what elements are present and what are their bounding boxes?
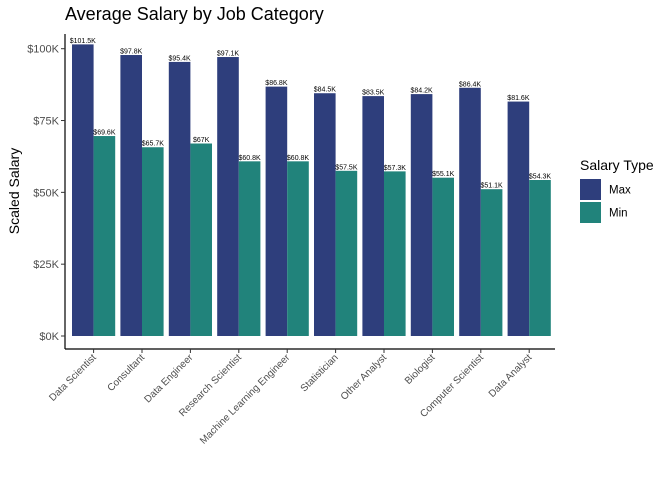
- bar-max-9: [459, 87, 481, 336]
- data-label-max-7: $83.5K: [362, 90, 385, 97]
- data-label-min-2: $65.7K: [142, 141, 165, 148]
- legend-label-max: Max: [609, 185, 631, 197]
- bar-max-2: [120, 55, 142, 336]
- y-tick-label: $50K: [33, 187, 59, 199]
- data-label-max-9: $86.4K: [459, 81, 482, 88]
- data-label-min-1: $69.6K: [93, 130, 116, 137]
- data-label-max-6: $84.5K: [314, 87, 337, 94]
- data-label-min-6: $57.5K: [335, 164, 358, 171]
- bar-min-4: [238, 161, 261, 336]
- data-label-min-10: $54.3K: [529, 173, 552, 180]
- legend-swatch-min: [580, 202, 601, 223]
- data-labels-layer: $101.5K $69.6K $97.8K $65.7K $95.4K $67K $97.1…: [70, 38, 552, 190]
- data-label-max-2: $97.8K: [120, 49, 143, 56]
- bar-min-5: [287, 161, 309, 336]
- legend-label-min: Min: [609, 208, 628, 220]
- x-tick-label: Biologist: [403, 352, 438, 387]
- data-label-max-5: $86.8K: [265, 80, 288, 87]
- data-label-max-1: $101.5K: [70, 38, 96, 45]
- data-label-min-7: $57.3K: [384, 165, 407, 172]
- x-tick-label: Data Analyst: [487, 352, 535, 400]
- bar-min-6: [335, 170, 358, 336]
- bar-max-6: [314, 93, 336, 336]
- bar-min-9: [480, 189, 503, 336]
- chart-title: Average Salary by Job Category: [65, 4, 324, 24]
- bars-layer: [72, 44, 551, 337]
- x-tick-label: Data Scientist: [47, 352, 99, 404]
- data-label-max-10: $81.6K: [507, 95, 530, 102]
- bar-max-8: [410, 94, 433, 336]
- y-tick-label: $100K: [27, 44, 59, 56]
- data-label-min-3: $67K: [193, 137, 210, 144]
- x-tick-label: Data Engineer: [143, 352, 196, 405]
- bar-max-3: [168, 61, 191, 336]
- bar-max-7: [362, 96, 384, 337]
- x-tick-label: Machine Learning Engineer: [198, 352, 293, 447]
- legend: Salary Type Max Min: [580, 157, 654, 223]
- bar-min-7: [384, 171, 406, 336]
- y-axis-title: Scaled Salary: [6, 148, 22, 234]
- x-tick-label: Other Analyst: [339, 352, 389, 402]
- y-tick-label: $25K: [33, 259, 59, 271]
- data-label-min-4: $60.8K: [239, 155, 262, 162]
- bar-min-1: [93, 136, 116, 336]
- bar-min-2: [142, 147, 164, 336]
- legend-title: Salary Type: [580, 157, 654, 173]
- data-label-min-5: $60.8K: [287, 155, 310, 162]
- x-tick-label: Consultant: [106, 352, 148, 394]
- bar-max-4: [217, 57, 239, 336]
- bar-min-3: [190, 143, 212, 336]
- y-tick-label: $75K: [33, 116, 59, 128]
- legend-swatch-max: [580, 179, 601, 200]
- bar-min-10: [529, 179, 551, 336]
- data-label-min-8: $55.1K: [432, 171, 455, 178]
- x-tick-label: Statistician: [299, 352, 341, 394]
- bar-min-8: [432, 177, 454, 336]
- data-label-min-9: $51.1K: [481, 183, 504, 190]
- y-tick-label: $0K: [39, 331, 59, 343]
- bar-max-5: [265, 86, 288, 336]
- bar-max-10: [507, 101, 530, 336]
- data-label-max-4: $97.1K: [217, 51, 240, 58]
- data-label-max-8: $84.2K: [411, 88, 434, 95]
- bar-max-1: [72, 44, 94, 336]
- data-label-max-3: $95.4K: [169, 55, 192, 62]
